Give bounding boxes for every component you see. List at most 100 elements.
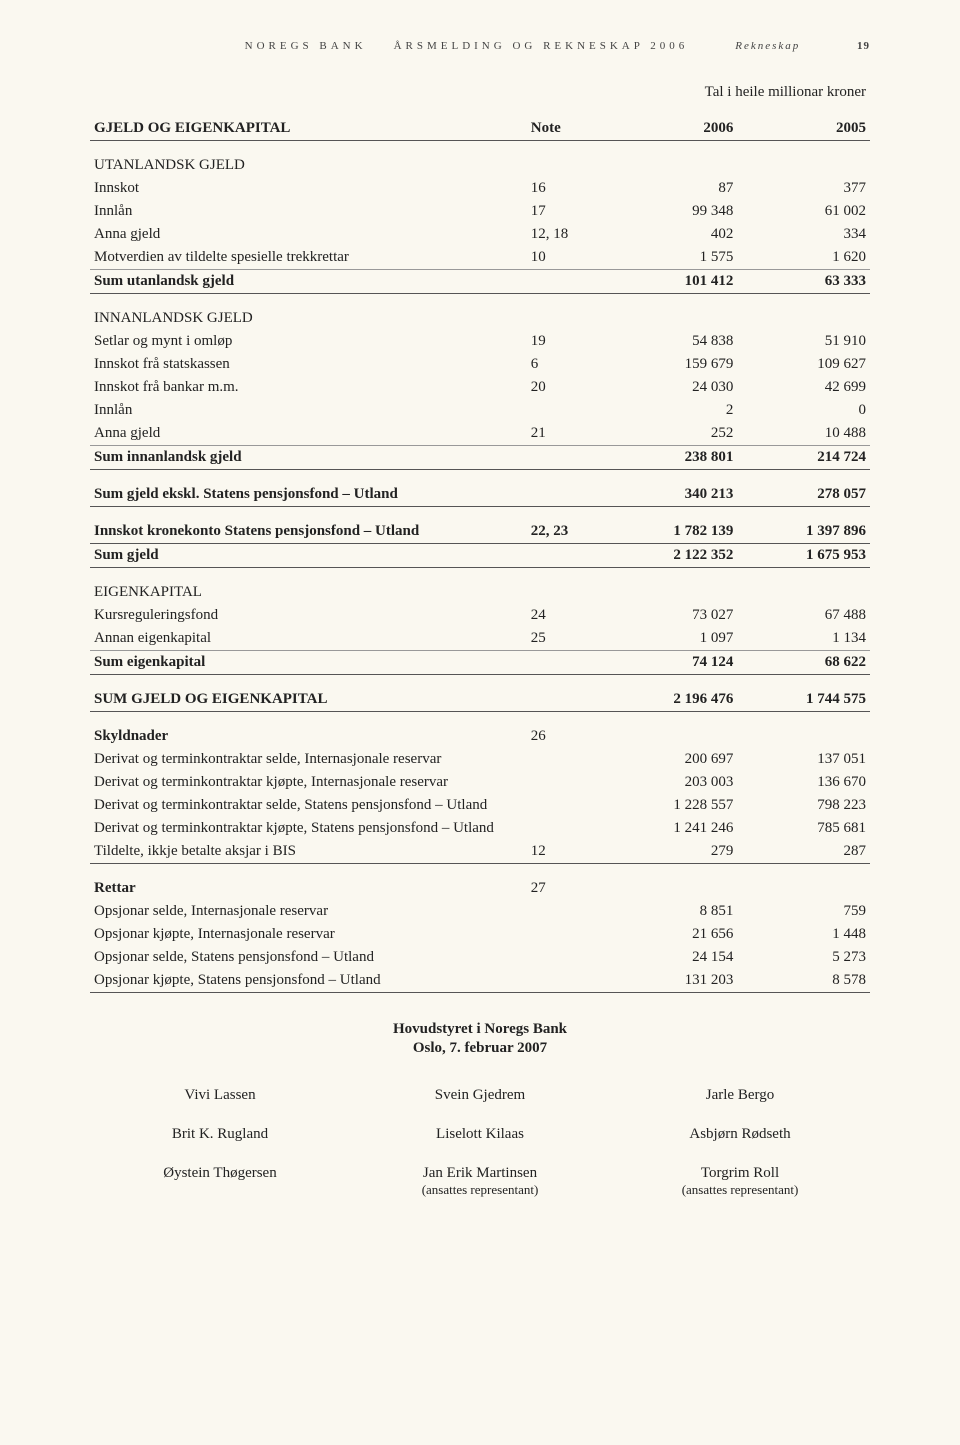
row-y2: 1 620 [737,246,870,270]
signature: Torgrim Roll (ansattes representant) [610,1165,870,1198]
signature: Jarle Bergo [610,1087,870,1104]
row-note: 27 [527,864,605,901]
sig-name: Øystein Thøgersen [90,1165,350,1182]
row-note [527,399,605,422]
row-label: Opsjonar selde, Internasjonale reservar [90,900,527,923]
table-row: Derivat og terminkontraktar selde, Inter… [90,748,870,771]
table-row: Motverdien av tildelte spesielle trekkre… [90,246,870,270]
row-y2: 1 448 [737,923,870,946]
row-y2: 136 670 [737,771,870,794]
signatures: Vivi Lassen Svein Gjedrem Jarle Bergo Br… [90,1087,870,1198]
row-note: 12 [527,840,605,864]
row-note: 21 [527,422,605,446]
row-y2: 42 699 [737,376,870,399]
row-y2: 759 [737,900,870,923]
sig-name: Jan Erik Martinsen [350,1165,610,1182]
row-y1: 21 656 [605,923,738,946]
column-headers: GJELD OG EIGENKAPITAL Note 2006 2005 [90,104,870,141]
footer-board: Hovudstyret i Noregs Bank Oslo, 7. febru… [90,1021,870,1057]
table-title: GJELD OG EIGENKAPITAL [90,104,527,141]
row-label: Opsjonar kjøpte, Internasjonale reservar [90,923,527,946]
row-label: Anna gjeld [90,422,527,446]
header-bank: NOREGS BANK [245,40,367,52]
row-label: Kursreguleringsfond [90,604,527,627]
row-y2: 1 397 896 [737,507,870,544]
table-row: Opsjonar kjøpte, Statens pensjonsfond – … [90,969,870,993]
signature: Svein Gjedrem [350,1087,610,1104]
row-y1: 54 838 [605,330,738,353]
row-note: 25 [527,627,605,651]
row-note: 26 [527,712,605,749]
running-header: NOREGS BANK ÅRSMELDING OG REKNESKAP 2006… [90,40,870,82]
table-row: Opsjonar selde, Internasjonale reservar 8… [90,900,870,923]
row-y1: 1 782 139 [605,507,738,544]
table-row: Anna gjeld12, 18402334 [90,223,870,246]
sig-name: Torgrim Roll [610,1165,870,1182]
row-y1: 1 228 557 [605,794,738,817]
table-row: Derivat og terminkontraktar selde, State… [90,794,870,817]
sum-y1: 74 124 [605,651,738,675]
sum-label: Sum utanlandsk gjeld [90,270,527,294]
section-header: UTANLANDSK GJELD [90,141,870,178]
section-title: Rettar [90,864,527,901]
table-row: Derivat og terminkontraktar kjøpte, Stat… [90,817,870,840]
row-note: 17 [527,200,605,223]
row-label: Innskot [90,177,527,200]
row-label: Innskot kronekonto Statens pensjonsfond … [90,507,527,544]
total-row: SUM GJELD OG EIGENKAPITAL2 196 4761 744 … [90,675,870,712]
row-y1: 1 097 [605,627,738,651]
header-section: Rekneskap [735,40,800,52]
sum-y2: 1 675 953 [737,544,870,568]
row-y2: 287 [737,840,870,864]
sum-y1: 340 213 [605,470,738,507]
total-label: SUM GJELD OG EIGENKAPITAL [90,675,527,712]
row-label: Derivat og terminkontraktar kjøpte, Stat… [90,817,527,840]
row-y2: 334 [737,223,870,246]
section-title: INNANLANDSK GJELD [90,294,527,331]
row-y1: 24 030 [605,376,738,399]
col-note: Note [527,104,605,141]
row-label: Innlån [90,200,527,223]
table-row: Anna gjeld2125210 488 [90,422,870,446]
table-row: Tildelte, ikkje betalte aksjar i BIS1227… [90,840,870,864]
row-label: Annan eigenkapital [90,627,527,651]
table-row: Innskot1687377 [90,177,870,200]
row-note: 16 [527,177,605,200]
row-y1: 24 154 [605,946,738,969]
row-label: Innlån [90,399,527,422]
total-y2: 1 744 575 [737,675,870,712]
row-y2: 137 051 [737,748,870,771]
sum-row: Sum eigenkapital74 12468 622 [90,651,870,675]
sum-row: Sum gjeld ekskl. Statens pensjonsfond – … [90,470,870,507]
row-y1: 1 575 [605,246,738,270]
sum-label: Sum innanlandsk gjeld [90,446,527,470]
table-row: Setlar og mynt i omløp1954 83851 910 [90,330,870,353]
table-row: Innlån1799 34861 002 [90,200,870,223]
table-caption-row: Tal i heile millionar kroner [90,82,870,104]
sig-role: (ansattes representant) [350,1182,610,1198]
signature: Jan Erik Martinsen (ansattes representan… [350,1165,610,1198]
signature: Øystein Thøgersen [90,1165,350,1198]
signature: Vivi Lassen [90,1087,350,1104]
row-y1: 2 [605,399,738,422]
row-y1: 87 [605,177,738,200]
col-year-1: 2006 [605,104,738,141]
row-y1: 8 851 [605,900,738,923]
row-note: 24 [527,604,605,627]
table-row: Opsjonar selde, Statens pensjonsfond – U… [90,946,870,969]
row-y1: 1 241 246 [605,817,738,840]
row-label: Opsjonar selde, Statens pensjonsfond – U… [90,946,527,969]
row-y1: 279 [605,840,738,864]
sum-y2: 68 622 [737,651,870,675]
board-name: Hovudstyret i Noregs Bank [90,1021,870,1038]
board-date: Oslo, 7. februar 2007 [90,1040,870,1057]
table-row: Annan eigenkapital251 0971 134 [90,627,870,651]
row-y1: 73 027 [605,604,738,627]
col-year-2: 2005 [737,104,870,141]
row-y1: 402 [605,223,738,246]
row-label: Tildelte, ikkje betalte aksjar i BIS [90,840,527,864]
sum-label: Sum gjeld ekskl. Statens pensjonsfond – … [90,470,527,507]
row-label: Innskot frå bankar m.m. [90,376,527,399]
row-y2: 109 627 [737,353,870,376]
sum-row: Sum innanlandsk gjeld238 801214 724 [90,446,870,470]
